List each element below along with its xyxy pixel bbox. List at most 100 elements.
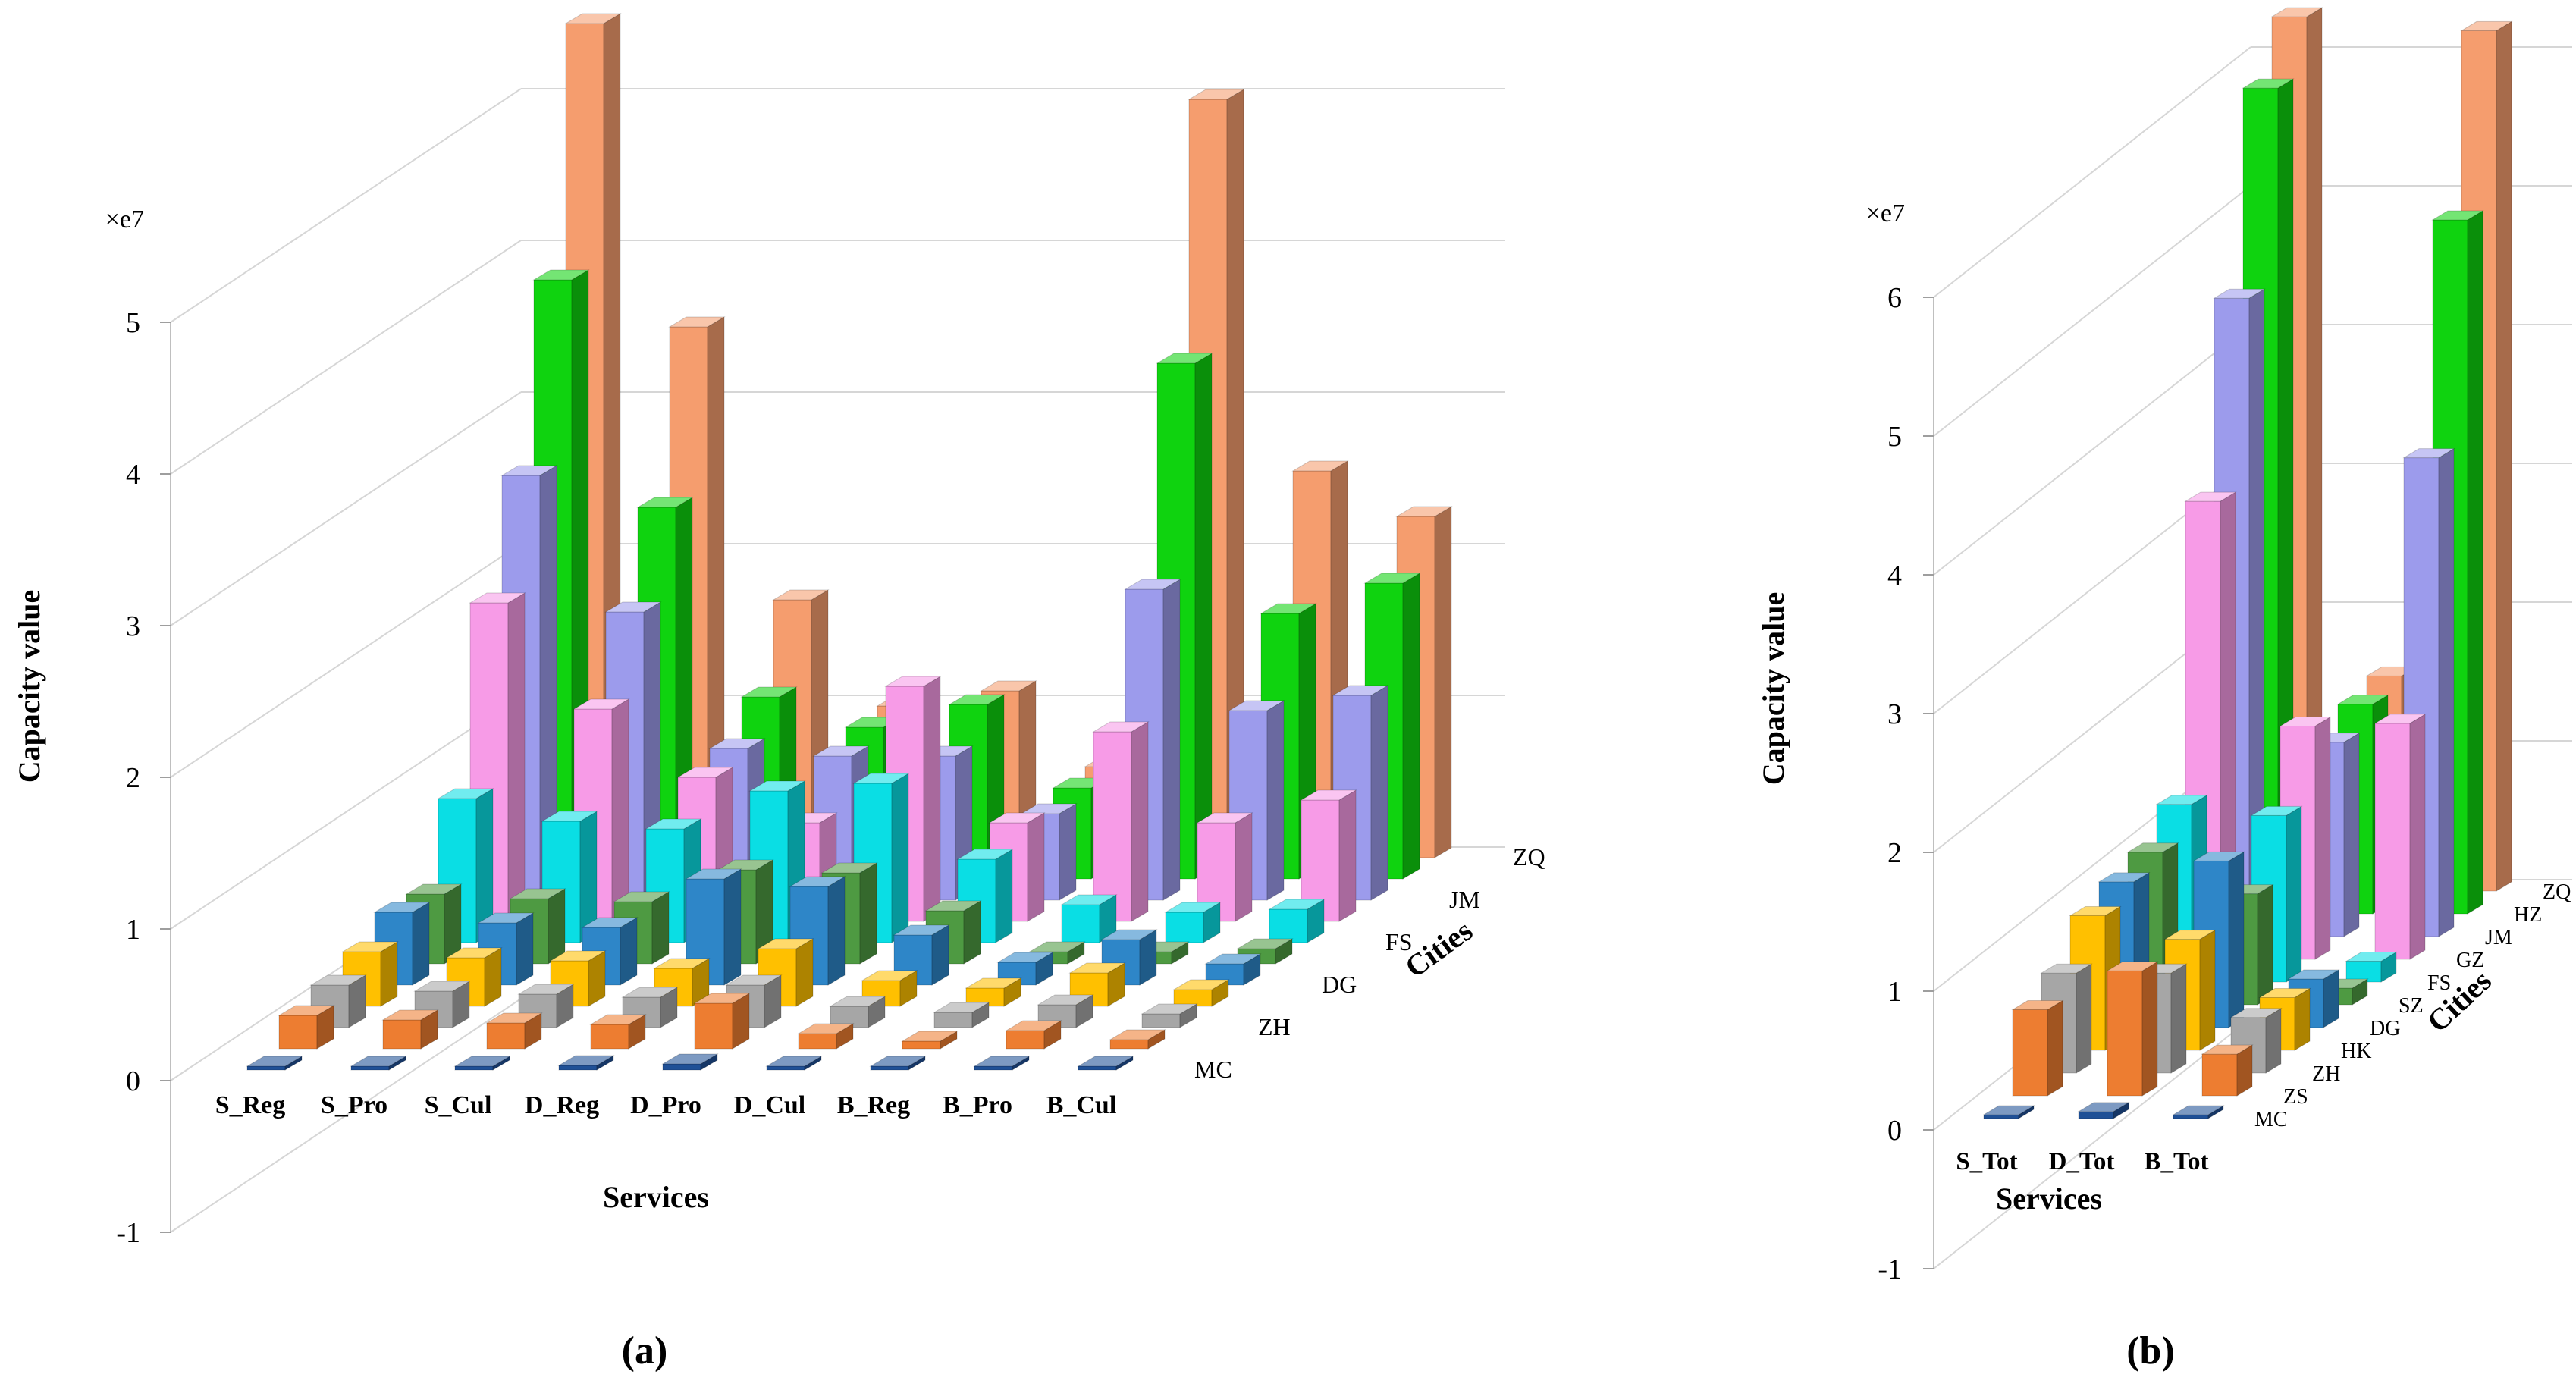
bar-face: [661, 1053, 719, 1065]
bar-face: [891, 773, 909, 943]
bar-face: [1332, 685, 1389, 696]
bar-face: [516, 912, 534, 986]
bar-face: [628, 1014, 646, 1050]
bar-face: [2257, 883, 2273, 1006]
y-tick-label: 6: [1887, 282, 1902, 314]
bar-GZ-B_Pro: [1196, 812, 1253, 922]
bar-face: [1983, 1114, 2019, 1119]
bar-ZH-D_Cul: [829, 996, 886, 1028]
bar-face: [1131, 721, 1149, 922]
category-label-S_Tot: S_Tot: [1956, 1148, 2017, 1175]
city-label-ZQ: ZQ: [1513, 843, 1545, 871]
bar-FS-B_Reg: [1060, 894, 1118, 943]
bar-GZ-B_Reg: [1092, 721, 1150, 922]
bar-face: [924, 900, 982, 912]
bar-face: [532, 269, 590, 281]
bar-face: [764, 974, 782, 1028]
bar-MC-S_Pro: [350, 1056, 407, 1071]
bar-face: [2170, 963, 2187, 1074]
bar-face: [1395, 506, 1453, 517]
bar-face: [445, 947, 503, 959]
bar-face: [1291, 460, 1349, 472]
bar-face: [827, 876, 846, 986]
bar-face: [645, 818, 702, 830]
bar-face: [1067, 941, 1085, 965]
y-tick-label: 1: [126, 914, 140, 946]
bar-face: [1141, 1003, 1198, 1015]
bar-face: [452, 981, 470, 1028]
bar-face: [1156, 353, 1213, 364]
bar-face: [956, 849, 1014, 860]
y-tick-label: 2: [1887, 837, 1902, 869]
city-label-ZH: ZH: [2312, 1062, 2340, 1086]
city-label-DG: DG: [2370, 1017, 2400, 1040]
category-label-S_Cul: S_Cul: [425, 1091, 492, 1119]
bar-face: [413, 981, 471, 992]
bar-ZS-S_Pro: [381, 1009, 439, 1050]
bar-GZ-B_Cul: [1300, 789, 1357, 922]
bar-face: [884, 676, 942, 687]
bar-face: [732, 993, 750, 1050]
bar-face: [613, 891, 670, 902]
bar-face: [693, 993, 751, 1004]
bar-face: [486, 1022, 526, 1050]
bar-face: [1141, 1013, 1181, 1028]
bar-face: [2286, 805, 2302, 983]
bar-MC-D_Reg: [557, 1055, 615, 1071]
bar-face: [316, 1005, 334, 1050]
gridline-wall: [170, 543, 522, 778]
bar-MC-D_Tot: [2077, 1101, 2130, 1119]
bar-face: [1243, 953, 1261, 986]
bar-face: [1037, 994, 1094, 1006]
bar-face: [380, 941, 398, 1007]
caption-panel-a: (a): [621, 1329, 668, 1373]
bar-face: [2163, 930, 2217, 940]
bar-face: [2229, 1008, 2283, 1018]
gridline-wall: [170, 998, 522, 1233]
category-label-B_Cul: B_Cul: [1046, 1091, 1117, 1119]
bar-face: [1092, 721, 1150, 733]
category-label-B_Reg: B_Reg: [837, 1091, 910, 1119]
bar-face: [2173, 1114, 2209, 1119]
bar-ZH-B_Reg: [933, 1002, 990, 1028]
bar-face: [1115, 1056, 1134, 1071]
bar-face: [1275, 938, 1293, 965]
bar-face: [2184, 491, 2237, 502]
bar-ZS-B_Tot: [2201, 1044, 2254, 1097]
bar-face: [789, 876, 846, 887]
bar-face: [1124, 579, 1181, 590]
category-label-D_Pro: D_Pro: [630, 1091, 701, 1119]
bar-face: [1028, 941, 1086, 952]
bar-face: [2374, 723, 2411, 960]
y-tick-label: 0: [126, 1065, 140, 1097]
bar-face: [485, 1012, 543, 1024]
bar-face: [517, 984, 575, 995]
bar-face: [662, 1063, 701, 1071]
bar-face: [836, 1023, 854, 1050]
bar-face: [590, 1024, 629, 1050]
bar-face: [1162, 579, 1181, 901]
bar-face: [2270, 7, 2323, 17]
city-label-ZQ: ZQ: [2543, 880, 2571, 904]
bar-face: [1260, 603, 1317, 614]
bar-face: [797, 1023, 855, 1034]
bar-face: [588, 950, 606, 1007]
chart-b: -1 0 1 2 3 4 5 6 ×e7 S_Tot D_Tot B_Tot MCZSZHHKDGSZF…: [1756, 7, 2572, 1285]
bar-face: [341, 941, 399, 952]
bar-face: [980, 680, 1037, 692]
bar-face: [2011, 1000, 2064, 1011]
bar-face: [469, 592, 526, 604]
bar-face: [1093, 731, 1132, 922]
gridline-wall: [170, 88, 522, 323]
bar-face: [2228, 851, 2245, 1028]
bar-face: [1059, 803, 1077, 901]
gridline-wall: [170, 240, 522, 475]
bar-face: [2192, 851, 2245, 861]
bar-face: [2250, 805, 2303, 816]
bar-ZS-S_Reg: [278, 1005, 335, 1050]
city-label-HK: HK: [2341, 1040, 2371, 1063]
gridline-wall: [1933, 46, 2251, 298]
bar-face: [933, 1002, 990, 1013]
bar-face: [1078, 1065, 1117, 1071]
bar-face: [589, 1014, 647, 1025]
